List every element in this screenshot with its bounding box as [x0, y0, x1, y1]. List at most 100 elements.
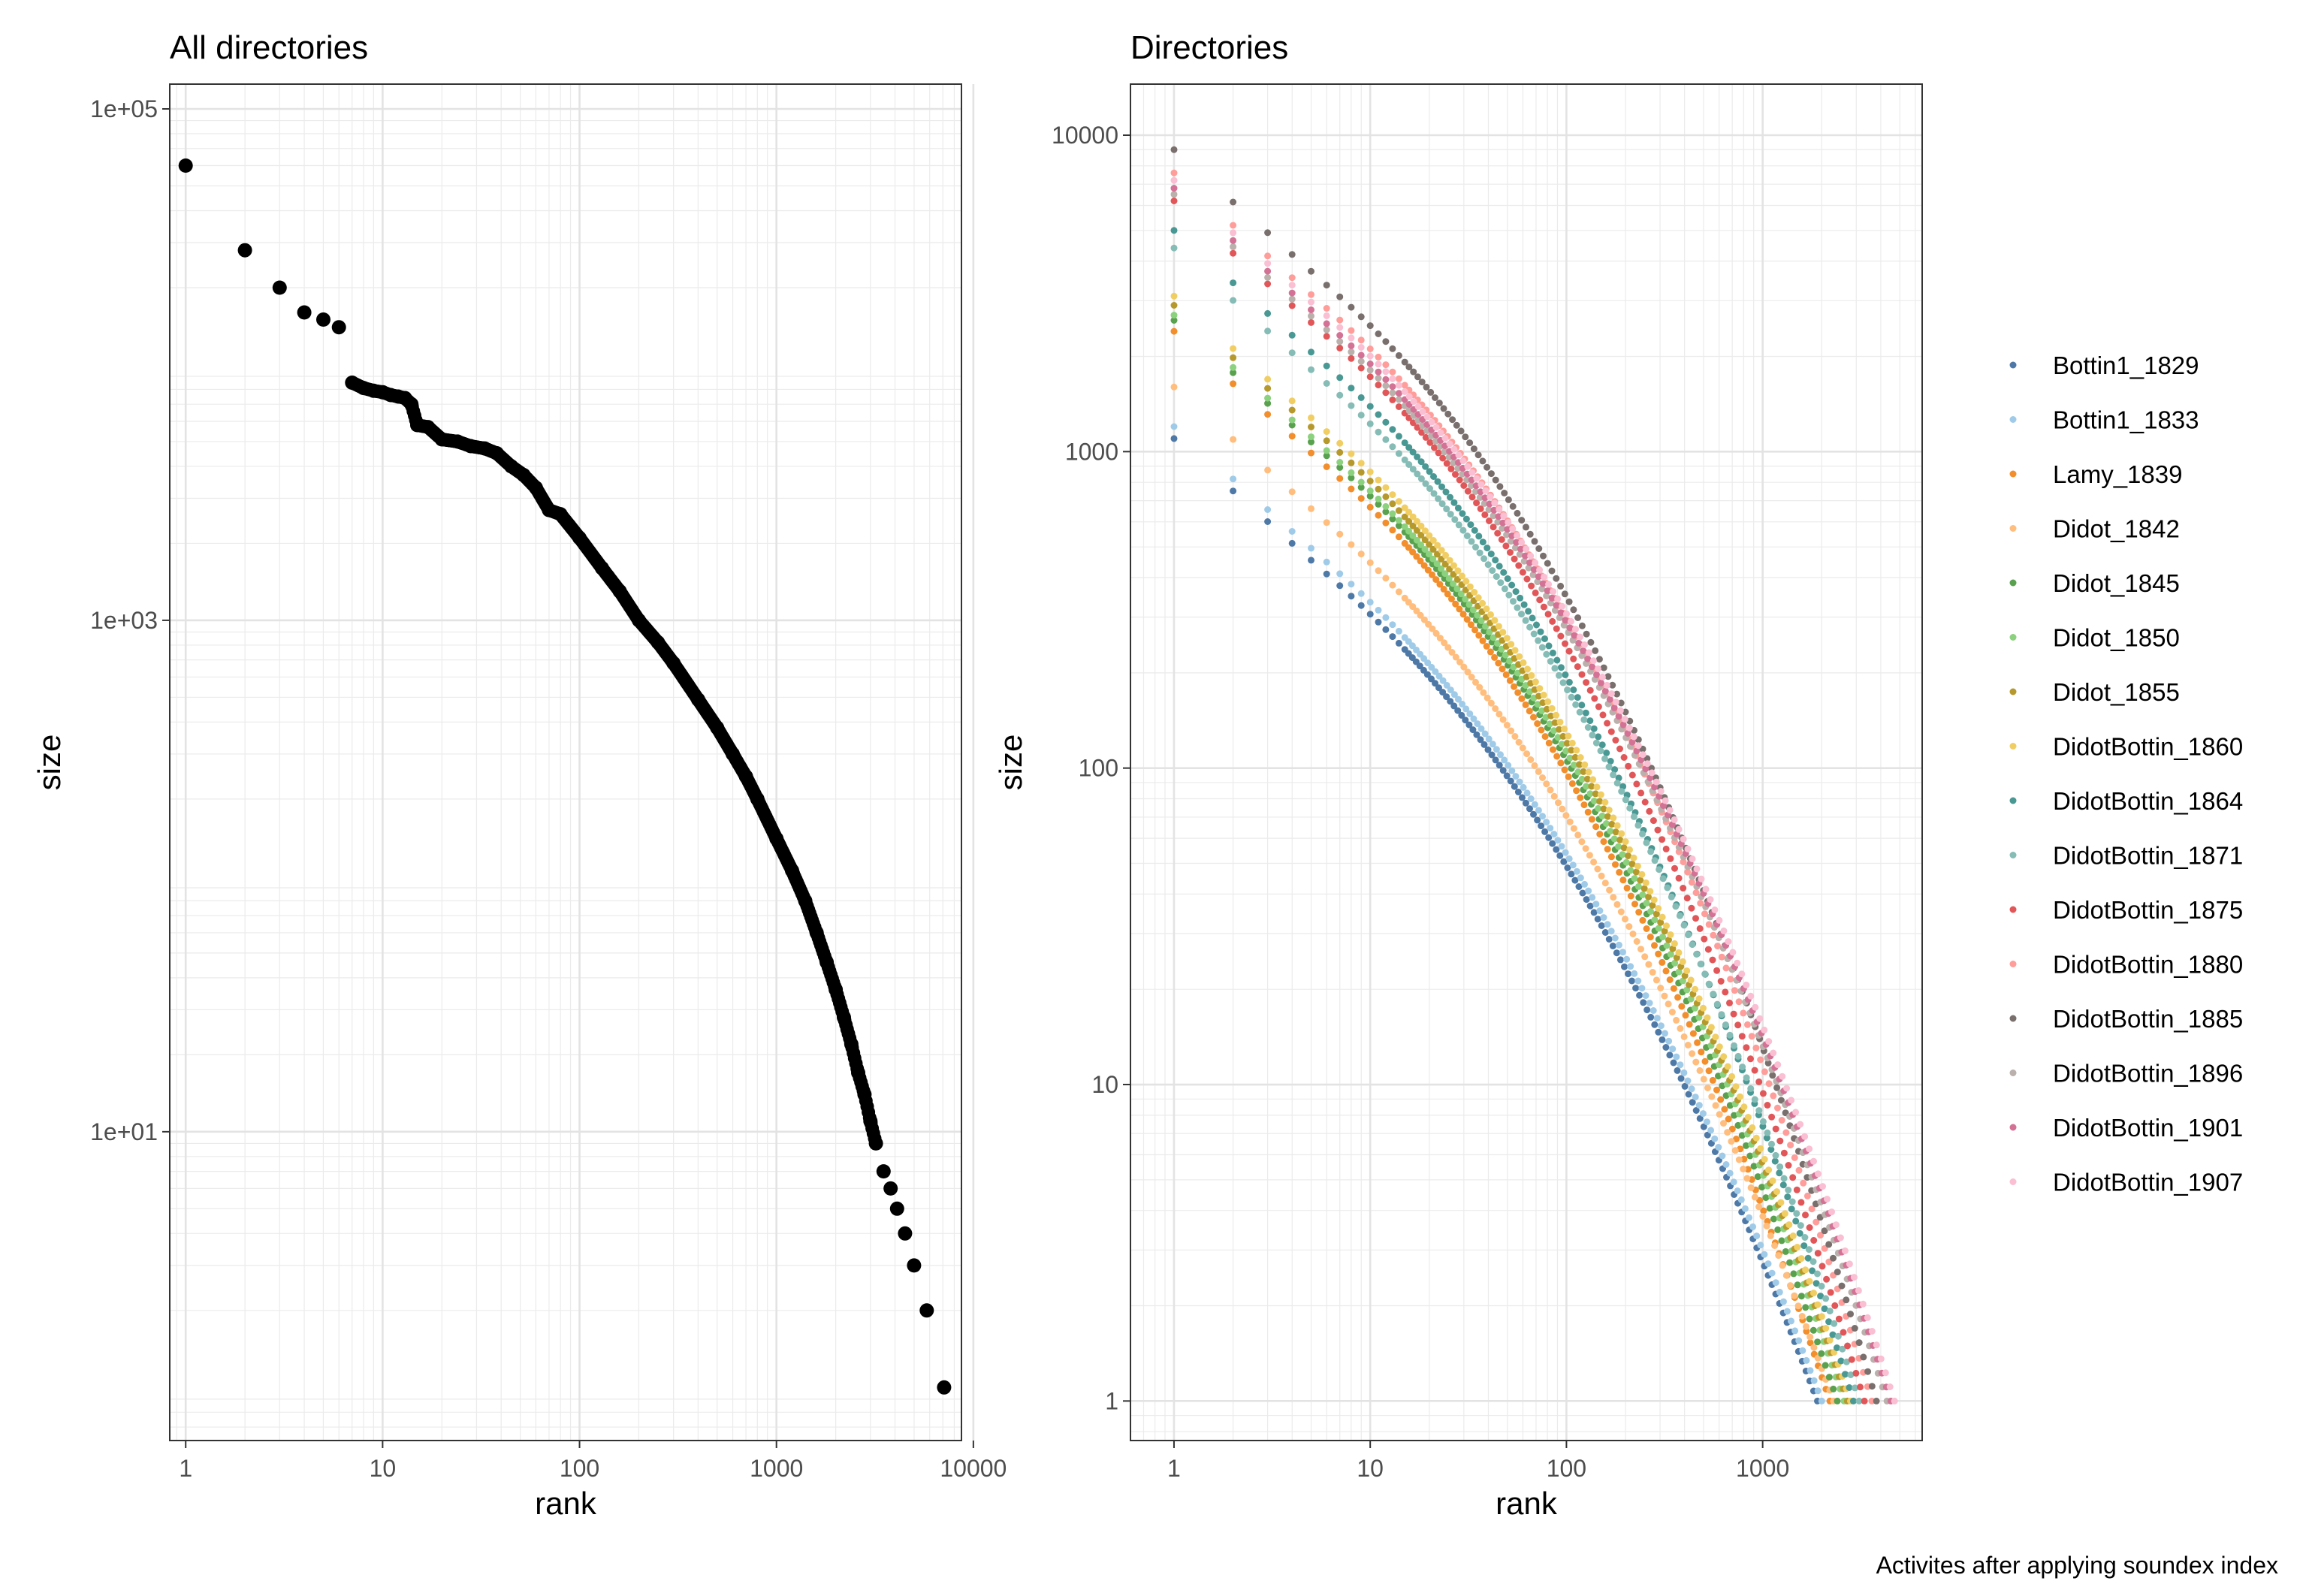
data-point — [937, 1380, 952, 1395]
data-point — [1357, 469, 1365, 476]
data-point — [1826, 1308, 1834, 1315]
data-point — [1868, 1383, 1876, 1390]
data-point — [1721, 1106, 1728, 1113]
data-point — [1455, 451, 1462, 459]
data-point — [1618, 788, 1625, 795]
data-point — [1443, 681, 1450, 689]
data-point — [1264, 267, 1272, 275]
data-point — [1803, 1323, 1809, 1330]
data-point — [1477, 505, 1484, 512]
data-point — [1517, 545, 1524, 553]
data-point — [1787, 1142, 1794, 1149]
data-point — [1405, 461, 1413, 468]
data-point — [1705, 980, 1713, 988]
data-point — [1382, 519, 1390, 526]
data-point — [1589, 732, 1596, 739]
data-point — [1453, 421, 1460, 429]
data-point — [1827, 1289, 1834, 1296]
data-point — [1638, 985, 1646, 992]
data-point — [1656, 866, 1663, 873]
legend-key — [2009, 688, 2017, 695]
data-point — [1430, 473, 1437, 480]
data-point — [1487, 648, 1494, 656]
legend-key — [2009, 852, 2017, 858]
data-point — [1640, 885, 1648, 892]
data-point — [1831, 1302, 1839, 1309]
legend-key — [2009, 961, 2017, 967]
data-point — [1366, 611, 1374, 618]
data-point — [1462, 433, 1469, 441]
data-point — [1489, 741, 1496, 748]
data-point — [1468, 538, 1475, 545]
data-point — [1230, 198, 1237, 206]
data-point — [919, 1303, 934, 1318]
data-point — [1476, 683, 1484, 691]
data-point — [1675, 949, 1683, 956]
data-point — [1526, 805, 1533, 813]
data-point — [1751, 1067, 1758, 1074]
data-point — [1728, 1073, 1736, 1080]
data-point — [1474, 720, 1481, 728]
data-point — [1769, 1177, 1776, 1184]
data-point — [1687, 976, 1695, 984]
data-point — [1819, 1263, 1826, 1270]
y-tick-label: 100 — [1079, 755, 1118, 782]
data-point — [1544, 587, 1551, 595]
data-point — [1523, 545, 1530, 553]
data-point — [1743, 1142, 1749, 1149]
data-point — [1550, 792, 1558, 800]
data-point — [1639, 830, 1646, 837]
data-point — [1821, 1245, 1828, 1252]
data-point — [1447, 465, 1455, 472]
data-point — [1389, 515, 1396, 523]
data-point — [1734, 1121, 1742, 1129]
data-point — [1732, 1083, 1740, 1091]
data-point — [1806, 1315, 1813, 1323]
data-point — [1774, 1226, 1782, 1233]
data-point — [1454, 567, 1462, 575]
data-point — [1531, 538, 1538, 545]
data-point — [1264, 252, 1272, 260]
data-point — [1395, 382, 1402, 389]
data-point — [1806, 1367, 1814, 1374]
data-point — [1548, 567, 1556, 575]
data-point — [1598, 872, 1605, 879]
data-point — [1570, 655, 1577, 662]
data-point — [1577, 874, 1584, 882]
data-point — [1767, 1232, 1774, 1239]
data-point — [1708, 1093, 1716, 1100]
data-point — [1575, 883, 1583, 890]
data-point — [1649, 902, 1656, 909]
data-point — [1761, 1026, 1768, 1033]
data-point — [1586, 717, 1594, 725]
data-point — [1646, 807, 1653, 815]
data-point — [1646, 934, 1654, 941]
data-point — [1749, 1223, 1757, 1230]
data-point — [1837, 1357, 1845, 1365]
data-point — [1422, 480, 1429, 487]
data-point — [1627, 892, 1634, 900]
data-point — [1683, 895, 1691, 902]
data-point — [1731, 1112, 1738, 1119]
data-point — [1375, 353, 1382, 361]
data-point — [1788, 1097, 1795, 1104]
data-point — [1170, 185, 1178, 192]
data-point — [1737, 1093, 1743, 1100]
data-point — [1770, 1215, 1777, 1223]
data-point — [1814, 1270, 1821, 1278]
data-point — [1389, 389, 1396, 397]
data-point — [1526, 707, 1533, 715]
data-point — [1382, 614, 1390, 621]
data-point — [1740, 1103, 1748, 1111]
data-point — [1550, 746, 1556, 753]
data-point — [1515, 738, 1523, 746]
data-point — [1735, 1156, 1743, 1163]
data-point — [1838, 1282, 1846, 1290]
all-directories-panel: All directories 1 10 100 1000 10000 1e+011e+… — [32, 29, 1007, 1521]
data-point — [1694, 1039, 1701, 1046]
data-point — [1395, 375, 1402, 382]
data-point — [1770, 1049, 1777, 1057]
data-point — [1401, 388, 1408, 395]
data-point — [1492, 476, 1499, 484]
